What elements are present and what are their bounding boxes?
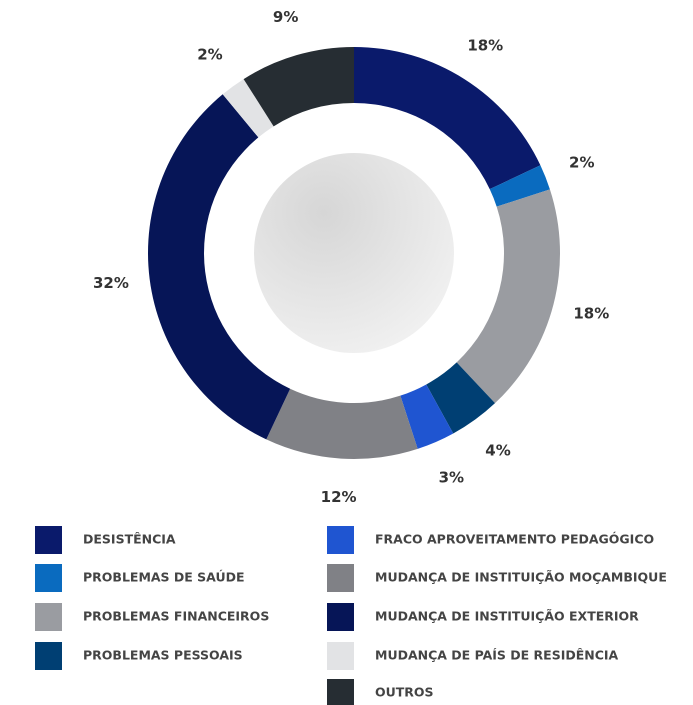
slice bbox=[489, 165, 550, 207]
legend-swatch bbox=[35, 603, 62, 631]
legend-label: DESISTÊNCIA bbox=[83, 532, 176, 547]
legend-label: PROBLEMAS FINANCEIROS bbox=[83, 609, 269, 624]
slice-label: 9% bbox=[273, 8, 298, 26]
slice bbox=[266, 388, 418, 459]
slice-label: 18% bbox=[467, 37, 503, 55]
slice-label: 18% bbox=[573, 304, 609, 322]
slice-label: 32% bbox=[93, 274, 129, 292]
slice-label: 4% bbox=[485, 442, 510, 460]
legend-label: MUDANÇA DE INSTITUIÇÃO MOÇAMBIQUE bbox=[375, 570, 667, 585]
legend-label: PROBLEMAS DE SAÚDE bbox=[83, 570, 245, 585]
legend-swatch bbox=[35, 526, 62, 554]
legend-swatch bbox=[327, 564, 354, 592]
legend-swatch bbox=[35, 564, 62, 592]
slice bbox=[400, 384, 454, 449]
legend-label: MUDANÇA DE PAÍS DE RESIDÊNCIA bbox=[375, 648, 619, 663]
center-disc bbox=[254, 153, 454, 353]
slice bbox=[354, 47, 541, 190]
legend-swatch bbox=[35, 642, 62, 670]
slice bbox=[456, 189, 560, 404]
slice bbox=[243, 47, 354, 127]
slice-label: 12% bbox=[321, 488, 357, 506]
legend-label: PROBLEMAS PESSOAIS bbox=[83, 648, 243, 663]
slice-label: 2% bbox=[569, 153, 594, 171]
slice bbox=[222, 79, 274, 138]
legend-label: OUTROS bbox=[375, 685, 434, 700]
legend-swatch bbox=[327, 642, 354, 670]
legend-swatch bbox=[327, 679, 354, 705]
legend-swatch bbox=[327, 526, 354, 554]
slice bbox=[426, 362, 496, 434]
legend-label: FRACO APROVEITAMENTO PEDAGÓGICO bbox=[375, 532, 654, 547]
slice-label: 2% bbox=[197, 45, 222, 63]
legend-label: MUDANÇA DE INSTITUIÇÃO EXTERIOR bbox=[375, 609, 639, 624]
slice-label: 3% bbox=[439, 468, 464, 486]
slice bbox=[147, 94, 291, 440]
legend-swatch bbox=[327, 603, 354, 631]
